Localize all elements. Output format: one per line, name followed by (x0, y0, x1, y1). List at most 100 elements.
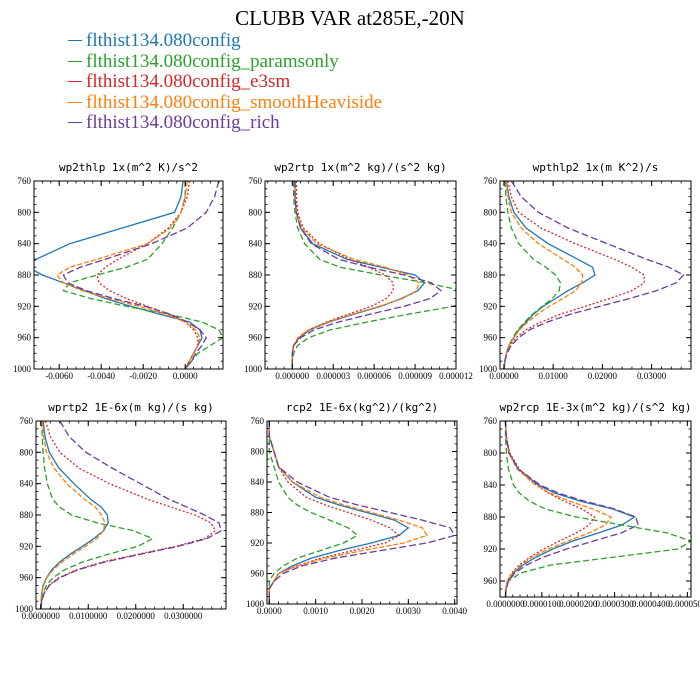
legend-swatch (68, 81, 82, 83)
legend-item: flthist134.080config_e3sm (68, 71, 382, 93)
x-tick-label: 0.0040 (442, 606, 467, 616)
panel-title: wp2rtp 1x(m^2 kg)/(s^2 kg) (274, 161, 446, 174)
series-line (62, 181, 223, 369)
y-tick-label: 760 (20, 416, 34, 426)
legend-swatch (68, 122, 82, 124)
legend-label: flthist134.080config_e3sm (86, 71, 291, 92)
panel-3: wpthlp2 1x(m K^2)/s 760 800 840 880 920 960 100… (479, 161, 692, 381)
y-tick-label: 880 (18, 270, 32, 280)
y-tick-label: 960 (20, 573, 34, 583)
panel-4: wprtp2 1E-6x(m kg)/(s kg) 760 800 840 880 920… (15, 401, 227, 621)
y-tick-label: 760 (484, 416, 498, 426)
x-tick-label: 0.0020 (350, 606, 375, 616)
legend-label: flthist134.080config (86, 30, 241, 51)
y-tick-label: 880 (251, 508, 265, 518)
series-line (503, 181, 562, 369)
y-tick-label: 1000 (15, 604, 34, 614)
y-tick-label: 880 (484, 270, 498, 280)
y-tick-label: 960 (484, 576, 498, 586)
series-line (56, 181, 201, 369)
y-tick-label: 960 (484, 333, 498, 343)
x-tick-label: 0.0000000 (22, 611, 61, 621)
y-tick-label: 800 (484, 448, 498, 458)
panel-title: wp2rcp 1E-3x(m^2 kg)/(s^2 kg) (499, 401, 691, 414)
y-tick-label: 800 (18, 207, 32, 217)
x-tick-label: 0.01000 (539, 371, 569, 381)
legend-swatch (68, 40, 82, 42)
panel-6: wp2rcp 1E-3x(m^2 kg)/(s^2 kg)760 800 840 88… (484, 401, 700, 609)
x-tick-label: -0.0040 (87, 371, 115, 381)
series-line (96, 181, 199, 369)
x-tick-label: -0.0020 (129, 371, 157, 381)
plot-frame (266, 420, 458, 605)
legend-label: flthist134.080config_paramsonly (86, 50, 339, 72)
series-line (34, 181, 203, 369)
plot-frame (264, 180, 457, 370)
y-tick-label: 800 (20, 447, 34, 457)
plot-frame (33, 180, 224, 370)
panel-5: rcp2 1E-6x(kg^2)/(kg^2) 760 800 840 880 920 96… (246, 401, 468, 616)
x-tick-label: 0.0000 (257, 606, 282, 616)
x-tick-label: 0.000000 (275, 371, 309, 381)
panel-1: wp2thlp 1x(m^2 K)/s^2 760 800 840 880 920 960 1… (13, 161, 224, 381)
series-line (503, 181, 645, 369)
series-line (268, 421, 456, 604)
x-tick-label: 0.0000500 (668, 599, 700, 609)
series-line (504, 421, 612, 597)
legend-swatch (68, 101, 82, 103)
legend: flthist134.080config flthist134.080confi… (68, 30, 383, 134)
y-tick-label: 920 (20, 541, 34, 551)
x-tick-label: 0.0010 (303, 606, 328, 616)
y-tick-label: 1000 (13, 364, 32, 374)
x-tick-label: 0.0000400 (632, 599, 671, 609)
panel-title: wprtp2 1E-6x(m kg)/(s kg) (48, 401, 214, 414)
y-tick-label: 840 (18, 239, 32, 249)
y-tick-label: 920 (249, 301, 263, 311)
y-tick-label: 920 (484, 544, 498, 554)
x-tick-label: 0.00000 (489, 371, 519, 381)
x-tick-label: 0.000012 (439, 371, 473, 381)
panel-title: wpthlp2 1x(m K^2)/s (533, 161, 659, 174)
x-tick-label: 0.0100000 (69, 611, 108, 621)
y-tick-label: 880 (484, 512, 498, 522)
y-tick-label: 800 (251, 447, 265, 457)
panel-2: wp2rtp 1x(m^2 kg)/(s^2 kg) 760 800 840 880 92… (244, 161, 473, 381)
y-tick-label: 920 (18, 301, 32, 311)
legend-swatch (68, 60, 82, 62)
y-tick-label: 760 (484, 176, 498, 186)
plot-frame (499, 420, 692, 598)
x-tick-label: 0.0000200 (559, 599, 598, 609)
x-tick-label: 0.000009 (398, 371, 432, 381)
x-tick-label: 0.0200000 (117, 611, 156, 621)
series-line (268, 421, 401, 604)
series-line (504, 421, 639, 597)
y-tick-label: 840 (251, 477, 265, 487)
panel-title: rcp2 1E-6x(kg^2)/(kg^2) (286, 401, 438, 414)
legend-item: flthist134.080config (68, 30, 382, 52)
plot-frame (35, 420, 227, 610)
legend-item: flthist134.080config_smoothHeaviside (68, 91, 383, 114)
y-tick-label: 840 (249, 239, 263, 249)
legend-label: flthist134.080config_smoothHeaviside (86, 91, 383, 113)
series-line (40, 421, 154, 609)
x-tick-label: -0.0060 (45, 371, 73, 381)
y-tick-label: 800 (484, 207, 498, 217)
series-line (503, 181, 685, 369)
y-tick-label: 840 (484, 239, 498, 249)
series-line (504, 421, 691, 597)
y-tick-label: 960 (18, 333, 32, 343)
y-tick-label: 1000 (246, 599, 265, 609)
x-tick-label: 0.0000300 (595, 599, 634, 609)
x-tick-label: 0.03000 (637, 371, 667, 381)
y-tick-label: 880 (249, 270, 263, 280)
y-tick-label: 840 (484, 480, 498, 490)
y-tick-label: 1000 (479, 364, 498, 374)
page-title: CLUBB VAR at285E,-20N (235, 6, 465, 30)
y-tick-label: 880 (20, 510, 34, 520)
x-tick-label: 0.0000000 (486, 599, 525, 609)
y-tick-label: 840 (20, 479, 34, 489)
series-line (291, 181, 443, 369)
y-tick-label: 800 (249, 207, 263, 217)
series-line (40, 421, 217, 609)
